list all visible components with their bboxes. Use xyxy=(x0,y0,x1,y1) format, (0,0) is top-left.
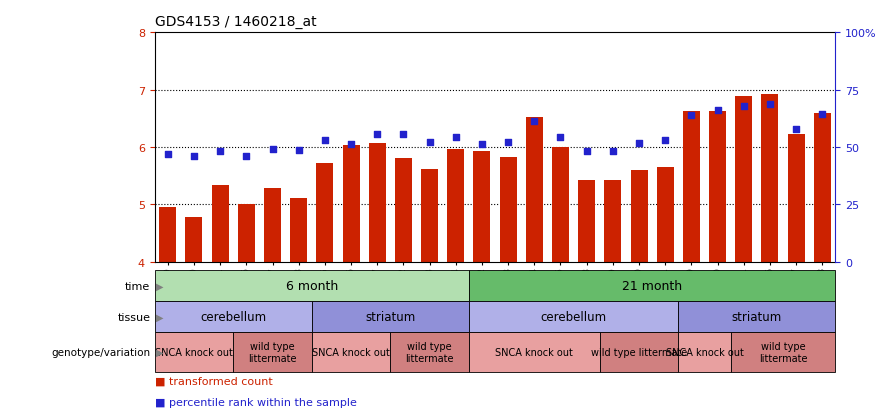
Text: wild type littermate: wild type littermate xyxy=(591,347,687,357)
Text: ▶: ▶ xyxy=(156,347,164,357)
Bar xyxy=(761,95,779,262)
Point xyxy=(396,131,410,138)
Bar xyxy=(238,205,255,262)
Bar xyxy=(657,168,674,262)
Text: ■ transformed count: ■ transformed count xyxy=(155,376,272,386)
Point xyxy=(527,119,541,125)
Bar xyxy=(788,135,804,262)
Text: cerebellum: cerebellum xyxy=(540,311,606,323)
Point xyxy=(265,146,279,153)
Point xyxy=(684,113,698,119)
Bar xyxy=(814,113,831,262)
Point xyxy=(553,134,568,141)
Bar xyxy=(469,332,599,372)
Point xyxy=(292,147,306,154)
Point xyxy=(370,131,385,138)
Bar xyxy=(186,218,202,262)
Text: ■ percentile rank within the sample: ■ percentile rank within the sample xyxy=(155,397,356,407)
Bar xyxy=(312,301,469,332)
Point xyxy=(187,153,201,159)
Bar xyxy=(155,332,233,372)
Point xyxy=(711,107,725,114)
Point xyxy=(475,142,489,148)
Point xyxy=(736,103,751,110)
Point xyxy=(161,151,175,158)
Bar xyxy=(499,158,516,262)
Text: 21 month: 21 month xyxy=(622,280,682,292)
Bar xyxy=(682,112,700,262)
Point xyxy=(501,140,515,146)
Text: genotype/variation: genotype/variation xyxy=(51,347,150,357)
Point xyxy=(240,154,254,160)
Bar xyxy=(395,159,412,262)
Bar xyxy=(678,332,731,372)
Text: wild type
littermate: wild type littermate xyxy=(248,341,297,363)
Bar xyxy=(155,271,469,301)
Bar xyxy=(526,118,543,262)
Bar xyxy=(421,169,438,262)
Bar xyxy=(211,186,229,262)
Bar xyxy=(630,171,648,262)
Point xyxy=(318,137,332,143)
Bar xyxy=(342,146,360,262)
Bar xyxy=(469,301,678,332)
Text: ▶: ▶ xyxy=(156,312,164,322)
Text: SNCA knock out: SNCA knock out xyxy=(666,347,743,357)
Point xyxy=(344,142,358,148)
Bar xyxy=(599,332,678,372)
Bar xyxy=(316,164,333,262)
Point xyxy=(632,140,646,147)
Point xyxy=(449,134,463,141)
Bar xyxy=(447,150,464,262)
Point xyxy=(606,148,620,155)
Text: wild type
littermate: wild type littermate xyxy=(758,341,807,363)
Text: SNCA knock out: SNCA knock out xyxy=(155,347,232,357)
Text: GDS4153 / 1460218_at: GDS4153 / 1460218_at xyxy=(155,15,316,29)
Bar xyxy=(709,112,726,262)
Text: SNCA knock out: SNCA knock out xyxy=(495,347,573,357)
Bar xyxy=(552,148,569,262)
Bar xyxy=(233,332,312,372)
Bar xyxy=(159,208,176,262)
Text: 6 month: 6 month xyxy=(286,280,338,292)
Text: SNCA knock out: SNCA knock out xyxy=(312,347,390,357)
Bar xyxy=(369,144,385,262)
Bar xyxy=(578,181,595,262)
Text: wild type
littermate: wild type littermate xyxy=(406,341,453,363)
Bar xyxy=(290,198,308,262)
Bar xyxy=(155,301,312,332)
Text: striatum: striatum xyxy=(732,311,782,323)
Point xyxy=(763,101,777,108)
Bar xyxy=(264,189,281,262)
Bar xyxy=(391,332,469,372)
Text: tissue: tissue xyxy=(118,312,150,322)
Bar xyxy=(605,181,621,262)
Bar xyxy=(735,97,752,262)
Text: striatum: striatum xyxy=(365,311,415,323)
Bar xyxy=(312,332,391,372)
Bar xyxy=(731,332,835,372)
Text: cerebellum: cerebellum xyxy=(200,311,266,323)
Text: ▶: ▶ xyxy=(156,281,164,291)
Bar xyxy=(678,301,835,332)
Point xyxy=(423,140,437,146)
Point xyxy=(213,148,227,155)
Text: time: time xyxy=(125,281,150,291)
Point xyxy=(789,126,804,133)
Point xyxy=(815,111,829,118)
Point xyxy=(580,148,594,155)
Bar xyxy=(469,271,835,301)
Point xyxy=(658,137,672,143)
Bar xyxy=(474,152,491,262)
